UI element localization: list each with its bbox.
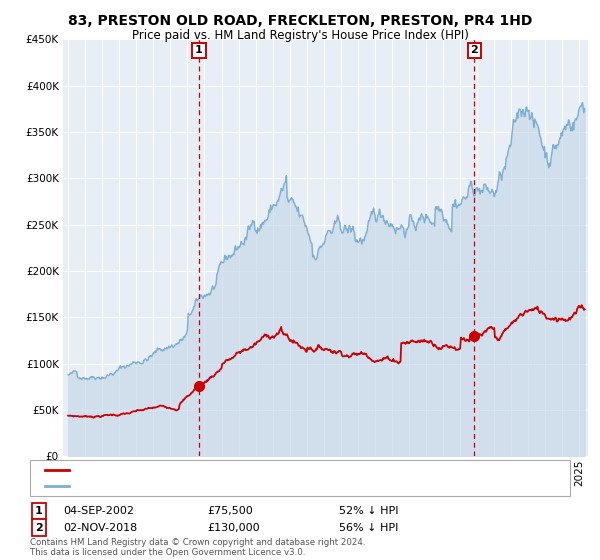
Text: 52% ↓ HPI: 52% ↓ HPI [339, 506, 398, 516]
Text: £75,500: £75,500 [207, 506, 253, 516]
Text: 2: 2 [35, 522, 43, 533]
Text: 1: 1 [35, 506, 43, 516]
Text: Price paid vs. HM Land Registry's House Price Index (HPI): Price paid vs. HM Land Registry's House … [131, 29, 469, 42]
Text: 02-NOV-2018: 02-NOV-2018 [63, 522, 137, 533]
Text: £130,000: £130,000 [207, 522, 260, 533]
Text: 83, PRESTON OLD ROAD, FRECKLETON, PRESTON, PR4 1HD (detached house): 83, PRESTON OLD ROAD, FRECKLETON, PRESTO… [72, 465, 477, 475]
Text: This data is licensed under the Open Government Licence v3.0.: This data is licensed under the Open Gov… [30, 548, 305, 557]
Text: 83, PRESTON OLD ROAD, FRECKLETON, PRESTON, PR4 1HD: 83, PRESTON OLD ROAD, FRECKLETON, PRESTO… [68, 14, 532, 28]
Text: Contains HM Land Registry data © Crown copyright and database right 2024.: Contains HM Land Registry data © Crown c… [30, 538, 365, 547]
Text: 56% ↓ HPI: 56% ↓ HPI [339, 522, 398, 533]
Text: 2: 2 [470, 45, 478, 55]
Text: 1: 1 [195, 45, 203, 55]
Text: HPI: Average price, detached house, Fylde: HPI: Average price, detached house, Fyld… [72, 480, 292, 491]
Text: 04-SEP-2002: 04-SEP-2002 [63, 506, 134, 516]
